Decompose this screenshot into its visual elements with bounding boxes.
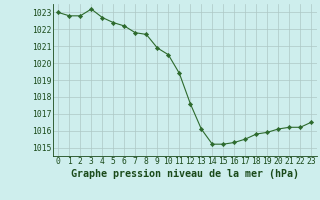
X-axis label: Graphe pression niveau de la mer (hPa): Graphe pression niveau de la mer (hPa): [71, 169, 299, 179]
